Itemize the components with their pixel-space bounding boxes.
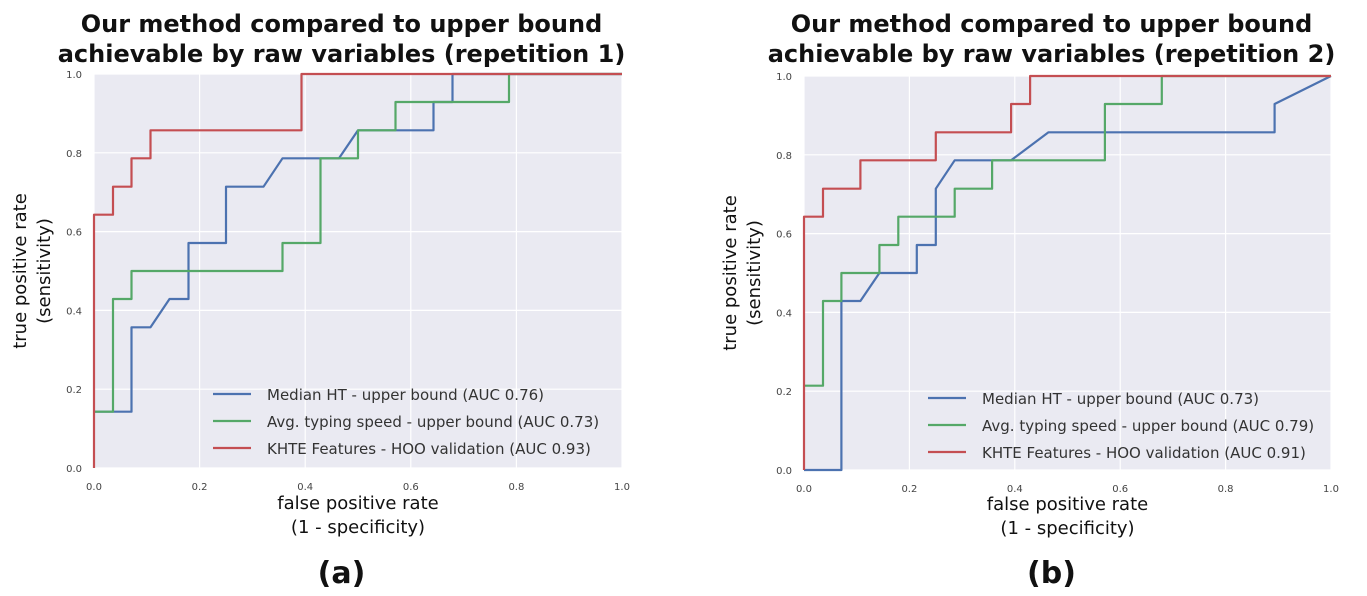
- legend: Median HT - upper bound (AUC 0.76) Avg. t…: [213, 386, 599, 458]
- y-axis-label: (sensitivity): [34, 218, 55, 324]
- legend-label: Median HT - upper bound (AUC 0.73): [982, 390, 1259, 408]
- legend: Median HT - upper bound (AUC 0.73) Avg. t…: [928, 390, 1314, 462]
- chart-title-line-1: Our method compared to upper bound: [80, 10, 603, 38]
- chart-title-line-2: achievable by raw variables (repetition …: [57, 40, 626, 68]
- y-tick-label: 0.6: [776, 230, 792, 241]
- legend-label: Median HT - upper bound (AUC 0.76): [267, 386, 544, 404]
- panel-label: (b): [1027, 556, 1076, 591]
- grid: [93, 73, 623, 469]
- x-tick-label: 0.0: [86, 482, 102, 493]
- y-tick-label: 0.2: [776, 387, 792, 398]
- y-tick-label: 0.6: [66, 228, 82, 239]
- x-tick-label: 0.0: [796, 484, 812, 495]
- x-tick-label: 1.0: [1323, 484, 1339, 495]
- chart-title-line-2: achievable by raw variables (repetition …: [767, 40, 1336, 68]
- panel-label: (a): [317, 556, 366, 591]
- chart-panel-a: Our method compared to upper bound achie…: [0, 0, 683, 596]
- y-tick-label: 0.0: [776, 466, 792, 477]
- y-tick-label: 0.0: [66, 464, 82, 475]
- y-tick-label: 1.0: [66, 70, 82, 81]
- x-tick-label: 1.0: [614, 482, 630, 493]
- x-tick-label: 0.2: [901, 484, 917, 495]
- roc-chart-b: 0.0 0.2 0.4 0.6 0.8 1.0 0.0 0.2 0.4 0.6 0.8 1.0 Medi…: [720, 72, 1339, 539]
- chart-title-line-1: Our method compared to upper bound: [790, 10, 1313, 38]
- y-tick-label: 0.8: [776, 151, 792, 162]
- y-tick-label: 0.8: [66, 149, 82, 160]
- series-line-2: [92, 72, 622, 468]
- x-tick-label: 0.4: [1007, 484, 1023, 495]
- series-line-1: [94, 72, 622, 413]
- x-tick-label: 0.6: [403, 482, 419, 493]
- x-tick-label: 0.2: [192, 482, 208, 493]
- x-tick-label: 0.4: [297, 482, 313, 493]
- legend-label: Avg. typing speed - upper bound (AUC 0.7…: [267, 413, 599, 431]
- chart-panel-b: Our method compared to upper bound achie…: [710, 0, 1367, 596]
- legend-label: Avg. typing speed - upper bound (AUC 0.7…: [982, 417, 1314, 435]
- legend-label: KHTE Features - HOO validation (AUC 0.93…: [267, 440, 591, 458]
- series-line-1: [804, 74, 1331, 387]
- series-line-0: [804, 75, 1332, 472]
- y-axis-label: true positive rate: [10, 193, 31, 349]
- x-tick-label: 0.6: [1112, 484, 1128, 495]
- x-tick-label: 0.8: [1218, 484, 1234, 495]
- series-line-2: [802, 74, 1331, 470]
- y-tick-label: 0.2: [66, 385, 82, 396]
- x-axis-label: false positive rate: [987, 494, 1148, 515]
- legend-label: KHTE Features - HOO validation (AUC 0.91…: [982, 444, 1306, 462]
- x-axis-label: (1 - specificity): [1000, 518, 1134, 539]
- y-tick-label: 1.0: [776, 72, 792, 83]
- x-axis-label: (1 - specificity): [291, 517, 425, 538]
- y-axis-label: true positive rate: [720, 195, 741, 351]
- y-axis-label: (sensitivity): [744, 220, 765, 326]
- x-tick-label: 0.8: [508, 482, 524, 493]
- roc-chart-a: 0.0 0.2 0.4 0.6 0.8 1.0 0.0 0.2 0.4 0.6 0.8 1.0 Medi…: [10, 70, 630, 538]
- y-tick-label: 0.4: [776, 308, 792, 319]
- x-axis-label: false positive rate: [277, 493, 438, 514]
- y-tick-label: 0.4: [66, 306, 82, 317]
